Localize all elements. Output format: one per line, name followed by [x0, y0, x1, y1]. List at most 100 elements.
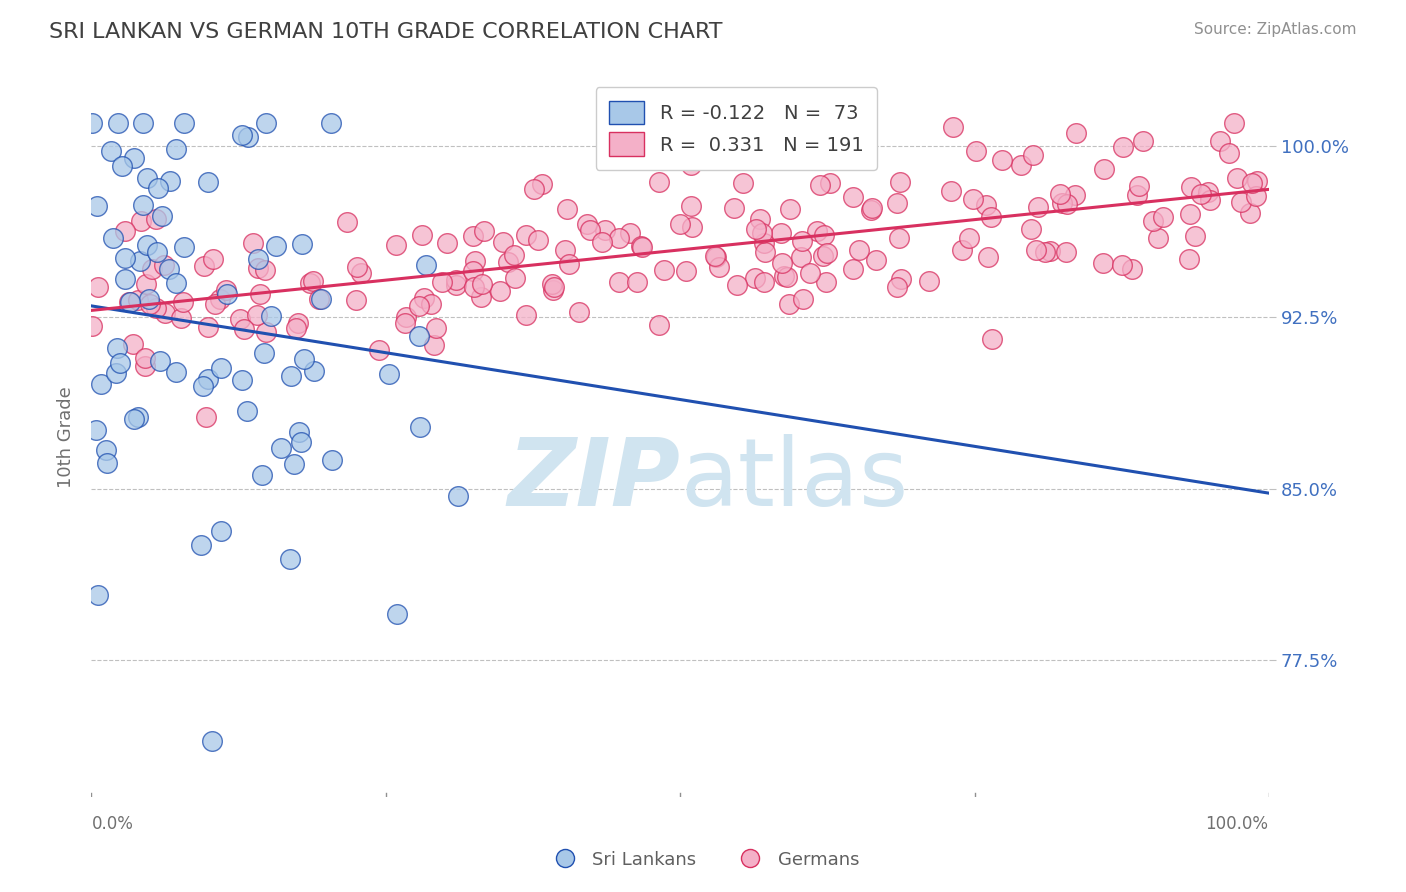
- Point: [250, 468, 273, 483]
- Point: [165, 365, 187, 379]
- Point: [555, 202, 578, 216]
- Point: [576, 217, 599, 231]
- Point: [703, 249, 725, 263]
- Point: [367, 343, 389, 358]
- Point: [385, 238, 408, 252]
- Point: [1199, 193, 1222, 207]
- Point: [980, 332, 1002, 346]
- Point: [409, 420, 432, 434]
- Point: [1112, 140, 1135, 154]
- Point: [101, 231, 124, 245]
- Point: [568, 305, 591, 319]
- Point: [1121, 262, 1143, 277]
- Point: [1022, 148, 1045, 162]
- Point: [1033, 245, 1056, 260]
- Point: [1026, 200, 1049, 214]
- Point: [470, 290, 492, 304]
- Point: [246, 308, 269, 322]
- Point: [731, 176, 754, 190]
- Point: [247, 261, 270, 276]
- Point: [1066, 127, 1088, 141]
- Point: [114, 251, 136, 265]
- Point: [165, 142, 187, 156]
- Point: [215, 283, 238, 297]
- Point: [1244, 189, 1267, 203]
- Point: [541, 277, 564, 292]
- Point: [292, 352, 315, 367]
- Point: [980, 210, 1002, 224]
- Point: [86, 199, 108, 213]
- Point: [209, 360, 232, 375]
- Point: [471, 277, 494, 291]
- Point: [204, 297, 226, 311]
- Point: [1240, 176, 1263, 190]
- Point: [515, 227, 537, 242]
- Point: [818, 176, 841, 190]
- Point: [707, 260, 730, 274]
- Point: [254, 326, 277, 340]
- Point: [751, 226, 773, 240]
- Point: [321, 452, 343, 467]
- Point: [463, 229, 485, 244]
- Point: [84, 423, 107, 437]
- Point: [607, 231, 630, 245]
- Point: [725, 278, 748, 293]
- Point: [238, 129, 260, 144]
- Point: [1178, 252, 1201, 266]
- Point: [675, 264, 697, 278]
- Text: atlas: atlas: [681, 434, 908, 526]
- Legend: Sri Lankans, Germans: Sri Lankans, Germans: [540, 844, 866, 876]
- Point: [1197, 185, 1219, 199]
- Point: [865, 252, 887, 267]
- Point: [463, 279, 485, 293]
- Point: [541, 283, 564, 297]
- Point: [254, 116, 277, 130]
- Point: [848, 243, 870, 257]
- Point: [290, 435, 312, 450]
- Point: [408, 299, 430, 313]
- Point: [209, 524, 232, 539]
- Point: [128, 254, 150, 268]
- Point: [1054, 245, 1077, 260]
- Point: [723, 201, 745, 215]
- Point: [139, 296, 162, 310]
- Point: [860, 201, 883, 215]
- Point: [1039, 244, 1062, 258]
- Point: [1111, 258, 1133, 272]
- Point: [197, 320, 219, 334]
- Point: [669, 217, 692, 231]
- Point: [962, 193, 984, 207]
- Point: [679, 158, 702, 172]
- Point: [619, 227, 641, 241]
- Point: [280, 368, 302, 383]
- Point: [1019, 222, 1042, 236]
- Point: [249, 287, 271, 301]
- Point: [100, 144, 122, 158]
- Point: [496, 255, 519, 269]
- Point: [446, 278, 468, 293]
- Point: [110, 356, 132, 370]
- Point: [394, 316, 416, 330]
- Point: [489, 284, 512, 298]
- Point: [344, 293, 367, 307]
- Point: [132, 116, 155, 130]
- Point: [336, 214, 359, 228]
- Y-axis label: 10th Grade: 10th Grade: [58, 386, 75, 488]
- Point: [1239, 205, 1261, 219]
- Point: [135, 277, 157, 291]
- Point: [939, 184, 962, 198]
- Point: [114, 271, 136, 285]
- Point: [1209, 134, 1232, 148]
- Point: [319, 116, 342, 130]
- Point: [464, 254, 486, 268]
- Point: [157, 261, 180, 276]
- Point: [270, 441, 292, 455]
- Point: [415, 258, 437, 272]
- Point: [87, 588, 110, 602]
- Text: Source: ZipAtlas.com: Source: ZipAtlas.com: [1194, 22, 1357, 37]
- Point: [1178, 207, 1201, 221]
- Point: [942, 120, 965, 135]
- Point: [138, 292, 160, 306]
- Point: [411, 228, 433, 243]
- Point: [1226, 171, 1249, 186]
